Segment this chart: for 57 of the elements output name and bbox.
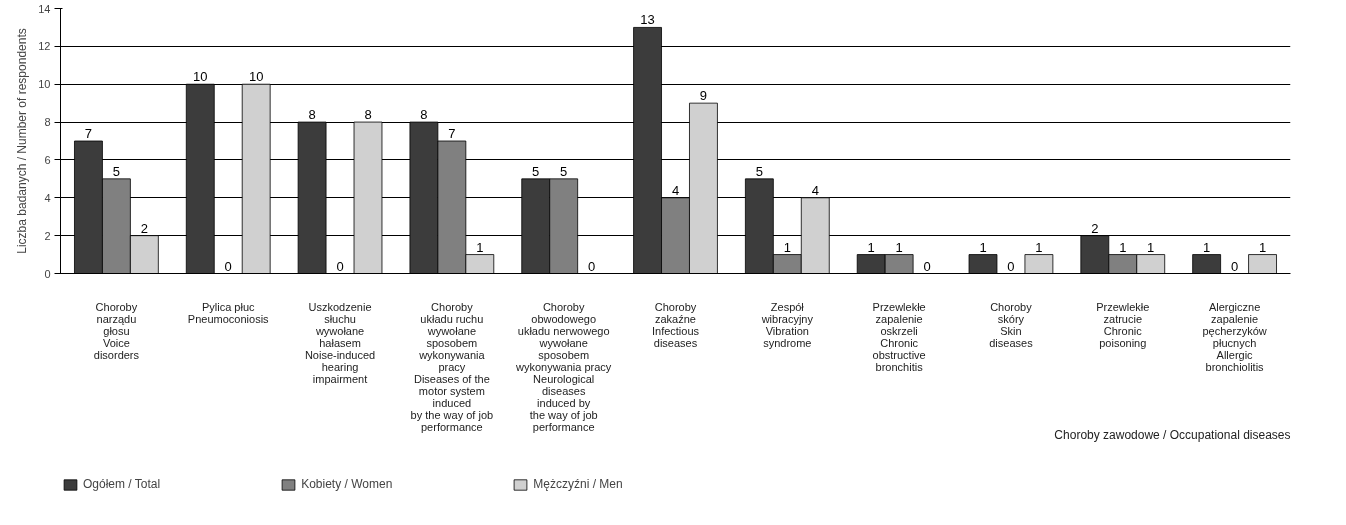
data-label: 1 [867,239,875,255]
data-label: 0 [923,258,931,274]
data-label: 1 [783,239,791,255]
data-label: 2 [1091,220,1099,236]
data-label: 7 [84,126,93,141]
legend-label: Mężczyźni / Men [533,477,623,491]
y-tick-label: 10 [38,78,51,91]
y-tick-label: 8 [44,116,51,129]
data-label: 1 [1258,239,1267,255]
data-label: 4 [671,182,680,198]
legend-label: Ogółem / Total [83,477,161,491]
x-tick-label: Choroby narządu głosu Voice disorders [93,300,140,361]
x-tick-label: Uszkodzenie słuchu wywołane hałasem Noise-induced hearing impairment [304,300,376,385]
legend-label: Kobiety / Women [301,477,393,491]
data-label: 8 [364,107,372,123]
data-label: 5 [112,163,121,179]
data-label: 1 [1035,239,1043,255]
data-label: 9 [699,88,708,104]
data-label: 10 [248,69,264,85]
x-tick-label: Alergiczne zapalenie pęcherzyków płucnych Allergic bronchiolitis [1202,300,1267,373]
y-tick-label: 14 [38,2,51,15]
data-label: 0 [1230,258,1239,274]
data-label: 13 [640,12,655,28]
x-tick-label: Przewlekłe zapalenie oskrzeli Chronic obstructive bronchitis [872,300,926,373]
y-tick-label: 2 [44,229,51,242]
x-tick-label: Choroby zakaźne Infectious diseases [651,300,700,349]
data-label: 10 [193,69,208,85]
x-axis-title: Choroby zawodowe / Occupational diseases [1054,428,1291,442]
data-label: 1 [1203,239,1211,255]
data-label: 1 [1119,239,1127,255]
data-label: 5 [532,163,540,179]
data-label: 5 [755,163,763,179]
x-tick-label: Przewlekłe zatrucie Chronic poisoning [1096,300,1150,349]
x-tick-label: Pylica płuc Pneumoconiosis [187,300,270,325]
category-label: Choroby układu ruchu wywołane sposobem wykonywania pracy Diseases of the motor system induced by the way of job performance [410,300,494,433]
y-tick-label: 12 [38,40,51,53]
category-label: Choroby obwodowego układu nerwowego wywołane sposobem wykonywania pracy Neurological diseases induced by the way of job performance [515,300,612,433]
data-label: 5 [560,163,568,179]
data-label: 1 [476,239,484,255]
data-label: 2 [140,220,148,236]
data-label: 1 [979,239,987,255]
data-label: 8 [420,107,428,123]
data-label: 0 [336,258,344,274]
data-label: 1 [895,239,903,255]
y-axis-title: Liczba badanych / Number of respondents [15,28,30,254]
data-label: 1 [1147,239,1155,255]
y-tick-label: 0 [44,267,51,280]
data-label: 0 [224,258,232,274]
data-label: 7 [448,126,456,141]
y-tick-label: 4 [44,191,51,204]
y-tick-label: 6 [44,153,51,166]
data-label: 8 [308,107,316,123]
x-tick-label: Zespół wibracyjny Vibration syndrome [760,300,814,349]
data-label: 4 [811,182,819,198]
data-label: 0 [1007,258,1015,274]
x-tick-label: Choroby skóry Skin diseases [989,300,1034,349]
data-label: 0 [588,258,596,274]
